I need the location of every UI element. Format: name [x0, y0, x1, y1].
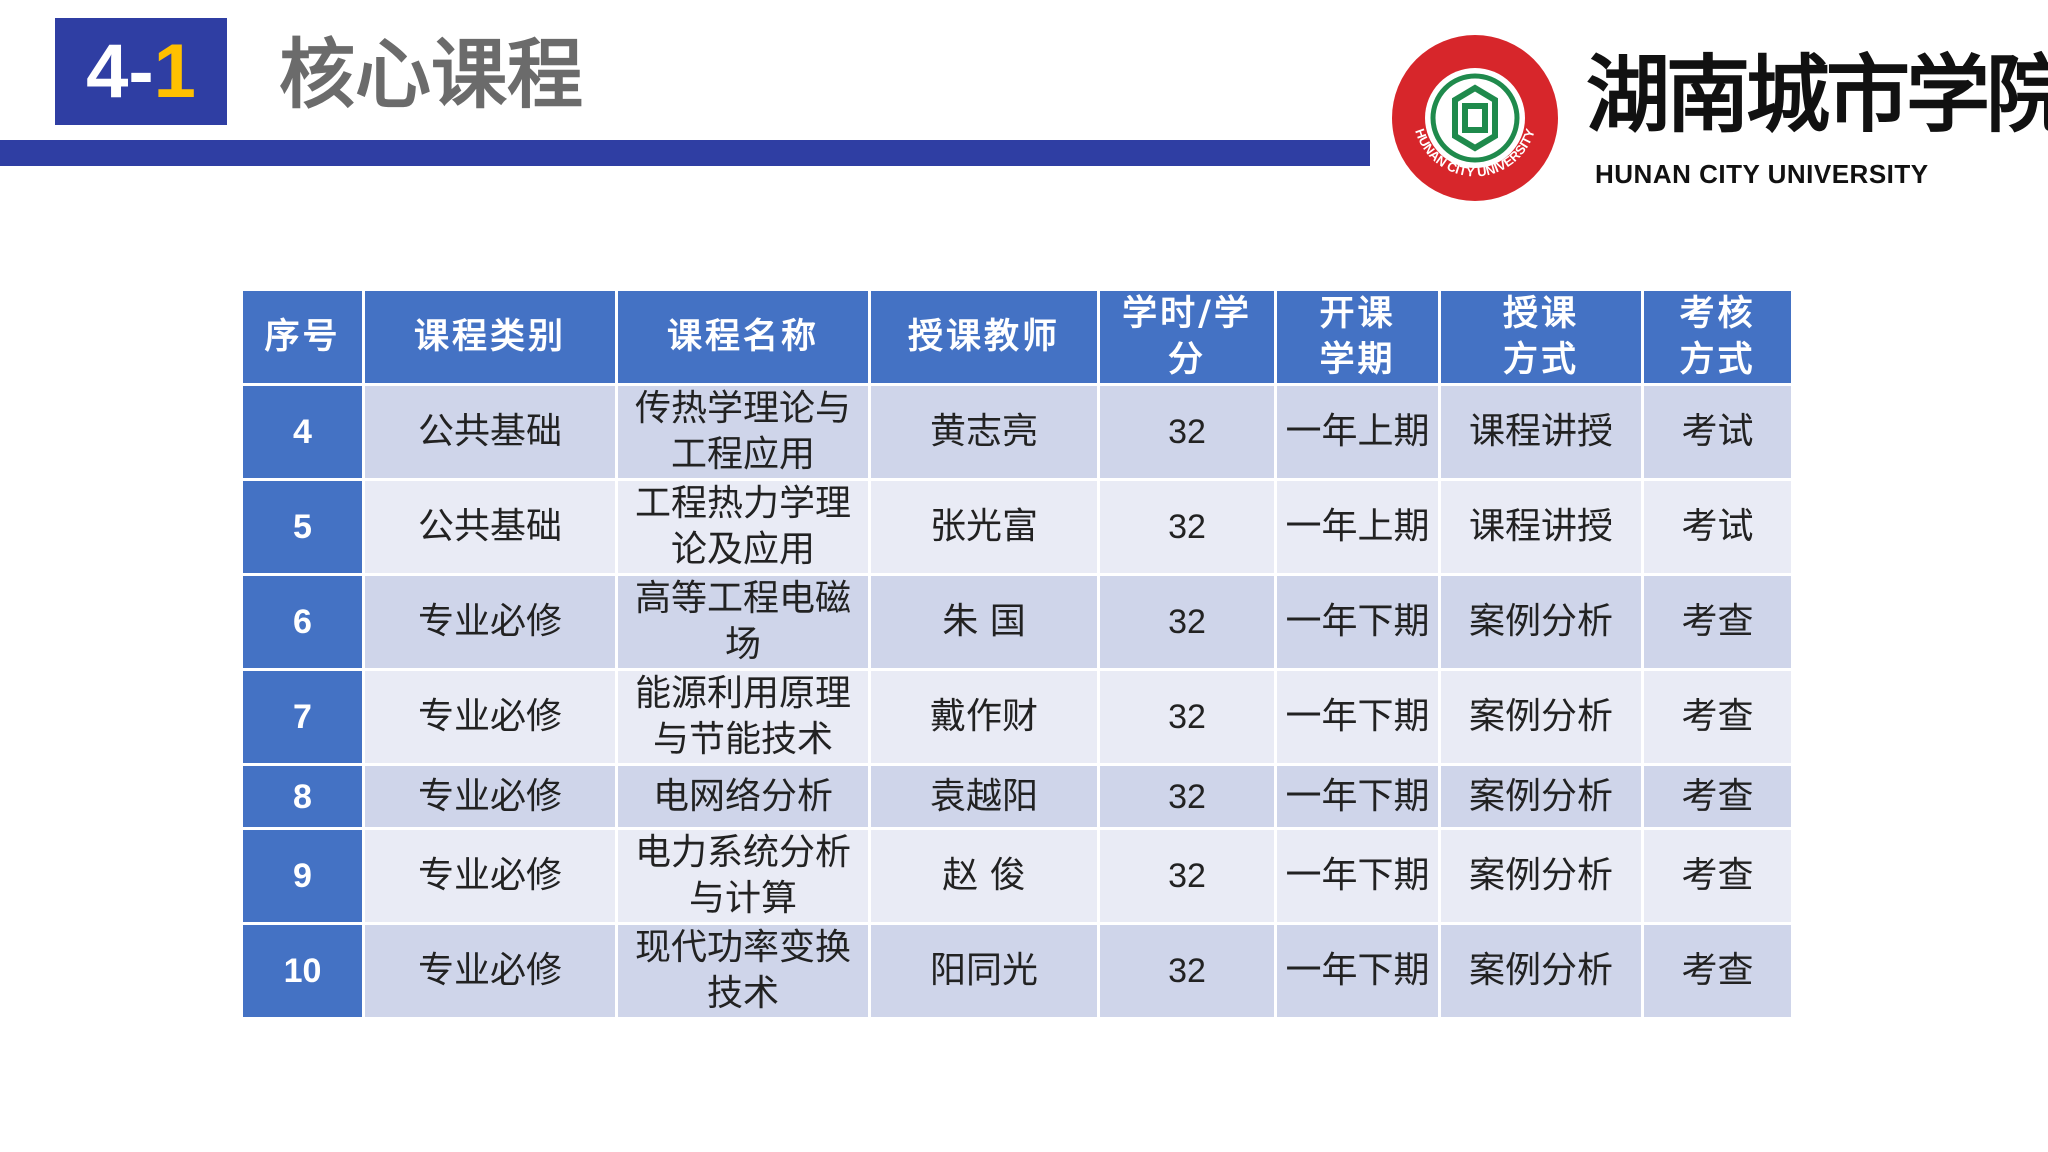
header-cell: 序号	[240, 288, 365, 386]
table-cell: 案例分析	[1438, 668, 1644, 766]
header-cell: 课程名称	[615, 288, 871, 386]
table-row: 7 专业必修 能源利用原理与节能技术 戴作财 32 一年下期 案例分析 考查	[240, 668, 1794, 766]
header-cell: 课程类别	[362, 288, 618, 386]
row-number: 9	[240, 827, 365, 925]
university-name-en: HUNAN CITY UNIVERSITY	[1595, 159, 1929, 189]
table-cell: 专业必修	[362, 573, 618, 671]
header-cell: 学时/学分	[1097, 288, 1277, 386]
table-cell: 高等工程电磁场	[615, 573, 871, 671]
table-cell: 黄志亮	[868, 383, 1100, 481]
table-cell: 一年下期	[1274, 827, 1441, 925]
table-row: 6 专业必修 高等工程电磁场朱 国 32 一年下期 案例分析 考查	[240, 573, 1794, 671]
header-cell: 考核 方式	[1641, 288, 1794, 386]
table-cell: 阳同光	[868, 922, 1100, 1020]
row-number: 7	[240, 668, 365, 766]
row-number: 6	[240, 573, 365, 671]
header-text: 方式	[1502, 340, 1579, 380]
table-cell: 一年下期	[1274, 668, 1441, 766]
table-cell: 张光富	[868, 478, 1100, 576]
table-cell: 朱 国	[868, 573, 1100, 671]
header-text: 序号	[264, 317, 341, 357]
table-cell: 考查	[1641, 827, 1794, 925]
table-cell: 一年上期	[1274, 478, 1441, 576]
table-cell: 专业必修	[362, 668, 618, 766]
header-text: 课程名称	[666, 317, 819, 357]
table-cell: 案例分析	[1438, 573, 1644, 671]
section-suffix: 1	[153, 29, 196, 114]
row-number: 8	[240, 763, 365, 830]
table-cell: 32	[1097, 478, 1277, 576]
row-number: 10	[240, 922, 365, 1020]
row-number: 4	[240, 383, 365, 481]
header-text: 授课教师	[907, 317, 1060, 357]
table-cell: 案例分析	[1438, 922, 1644, 1020]
university-name-cn: 湖南城市学院	[1586, 45, 2048, 144]
table-cell: 考查	[1641, 668, 1794, 766]
table-body: 4 公共基础 传热学理论与工程应用 黄志亮 32 一年上期 课程讲授 考试 5 公共基础 工程热力学…	[240, 383, 1794, 1020]
table-cell: 一年上期	[1274, 383, 1441, 481]
table-cell: 专业必修	[362, 827, 618, 925]
table-cell: 现代功率变换技术	[615, 922, 871, 1020]
table-cell: 案例分析	[1438, 827, 1644, 925]
course-table: 序号 课程类别 课程名称 授课教师 学时/学分 开课 学期 授课 方式 考核 方式 4 公共基础 传热学…	[240, 288, 1794, 1020]
header-text: 授课	[1502, 294, 1579, 334]
header-text: 学期	[1319, 340, 1396, 380]
table-cell: 电力系统分析与计算	[615, 827, 871, 925]
table-cell: 课程讲授	[1438, 478, 1644, 576]
header-text: 考核	[1679, 294, 1756, 334]
table-cell: 考查	[1641, 573, 1794, 671]
table-cell: 考查	[1641, 763, 1794, 830]
table-cell: 赵 俊	[868, 827, 1100, 925]
header-cell: 授课 方式	[1438, 288, 1644, 386]
title-bar	[0, 140, 1370, 166]
table-cell: 传热学理论与工程应用	[615, 383, 871, 481]
table-cell: 32	[1097, 573, 1277, 671]
table-cell: 32	[1097, 668, 1277, 766]
table-row: 10 专业必修 现代功率变换技术 阳同光 32 一年下期 案例分析 考查	[240, 922, 1794, 1020]
table-cell: 32	[1097, 383, 1277, 481]
table-cell: 电网络分析	[615, 763, 871, 830]
table-cell: 一年下期	[1274, 763, 1441, 830]
table-cell: 考试	[1641, 478, 1794, 576]
table-cell: 工程热力学理论及应用	[615, 478, 871, 576]
header-text: 课程类别	[413, 317, 566, 357]
row-number: 5	[240, 478, 365, 576]
table-cell: 袁越阳	[868, 763, 1100, 830]
table-cell: 考试	[1641, 383, 1794, 481]
header-text: 开课	[1319, 294, 1396, 334]
table-cell: 戴作财	[868, 668, 1100, 766]
header-text: 方式	[1679, 340, 1756, 380]
table-cell: 32	[1097, 827, 1277, 925]
table-cell: 32	[1097, 763, 1277, 830]
table-cell: 一年下期	[1274, 573, 1441, 671]
table-cell: 课程讲授	[1438, 383, 1644, 481]
table-row: 5 公共基础 工程热力学理论及应用 张光富 32 一年上期 课程讲授 考试	[240, 478, 1794, 576]
table-cell: 考查	[1641, 922, 1794, 1020]
table-cell: 一年下期	[1274, 922, 1441, 1020]
section-number: 4-1	[55, 18, 227, 125]
university-seal: HUNAN CITY UNIVERSITY	[1392, 35, 1558, 201]
table-cell: 32	[1097, 922, 1277, 1020]
table-cell: 专业必修	[362, 922, 618, 1020]
table-cell: 公共基础	[362, 383, 618, 481]
table-cell: 能源利用原理与节能技术	[615, 668, 871, 766]
table-row: 9 专业必修 电力系统分析与计算赵 俊 32 一年下期 案例分析 考查	[240, 827, 1794, 925]
table-cell: 公共基础	[362, 478, 618, 576]
slide-title: 核心课程	[279, 30, 583, 119]
header-cell: 授课教师	[868, 288, 1100, 386]
section-prefix: 4-	[86, 29, 154, 114]
table-cell: 案例分析	[1438, 763, 1644, 830]
table-cell: 专业必修	[362, 763, 618, 830]
header-cell: 开课 学期	[1274, 288, 1441, 386]
table-row: 4 公共基础 传热学理论与工程应用 黄志亮 32 一年上期 课程讲授 考试	[240, 383, 1794, 481]
header-row: 序号 课程类别 课程名称 授课教师 学时/学分 开课 学期 授课 方式 考核 方式	[240, 288, 1794, 386]
table-row: 8 专业必修 电网络分析 袁越阳 32 一年下期 案例分析 考查	[240, 763, 1794, 830]
header-text: 学时/学分	[1122, 294, 1252, 380]
